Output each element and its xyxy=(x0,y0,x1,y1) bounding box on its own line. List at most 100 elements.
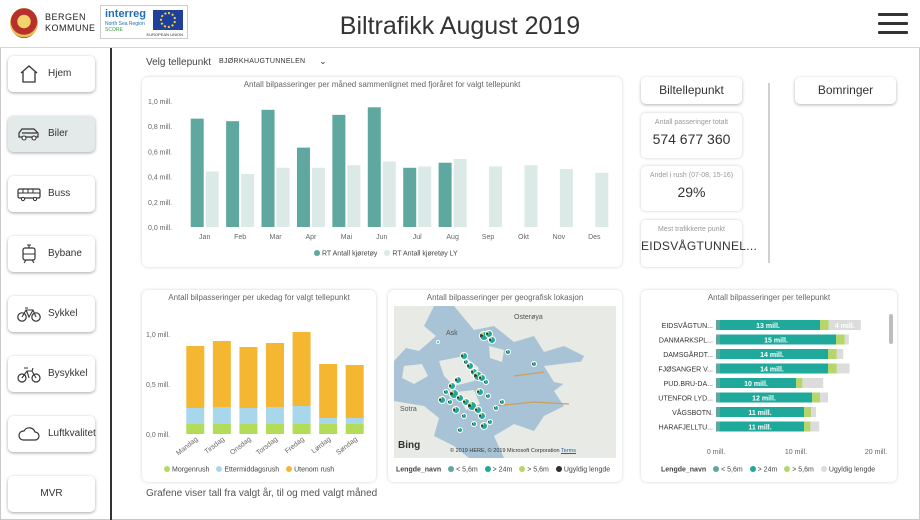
stack-segment xyxy=(266,343,284,407)
map-marker[interactable] xyxy=(493,405,499,411)
eu-flag-icon xyxy=(153,10,183,30)
tp-legend-label-0: < 5,6m xyxy=(721,466,743,474)
map-marker[interactable] xyxy=(488,336,496,344)
map-marker[interactable] xyxy=(478,374,486,382)
map-legend-title: Lengde_navn xyxy=(396,466,442,474)
nav-button-luftkvalitet[interactable]: Luftkvalitet xyxy=(8,416,96,452)
kpi-separator xyxy=(768,83,770,263)
stack-segment xyxy=(239,424,258,434)
map-marker[interactable] xyxy=(447,399,453,405)
map-title: Antall bilpasseringer per geografisk lok… xyxy=(426,293,584,302)
map-marker[interactable] xyxy=(443,389,449,395)
x-tick-label: Lørdag xyxy=(311,436,333,455)
bar-segment xyxy=(719,407,804,417)
bar-last-year xyxy=(241,174,255,227)
biltellepunkt-button[interactable]: Biltellepunkt xyxy=(641,77,742,104)
nav-label: Sykkel xyxy=(48,308,78,319)
weekday-chart-legend: Morgenrush Ettermiddagsrush Utenom rush xyxy=(164,466,334,473)
map-marker[interactable] xyxy=(531,361,537,367)
map-marker[interactable] xyxy=(476,388,484,396)
nav-button-biler[interactable]: Biler xyxy=(8,116,95,152)
data-label: 10 mill. xyxy=(744,381,768,388)
map-marker[interactable] xyxy=(487,419,493,425)
bing-logo: Bing xyxy=(398,440,420,451)
map-attribution: © 2019 HERE, © 2019 Microsoft Corporatio… xyxy=(450,448,576,454)
bar-current xyxy=(296,147,310,227)
footer-note: Grafene viser tall fra valgt år, til og … xyxy=(146,488,378,499)
stack-segment xyxy=(319,424,338,434)
cloud-icon xyxy=(18,427,40,441)
monthly-chart-legend: RT Antall kjøretøy RT Antall kjøretøy LY xyxy=(309,250,458,257)
map-marker[interactable] xyxy=(499,399,505,405)
bar-segment xyxy=(811,407,816,417)
bar-segment xyxy=(716,349,720,359)
bar-segment xyxy=(796,378,803,388)
legend-label-last-year: RT Antall kjøretøy LY xyxy=(392,250,458,258)
bomringer-button[interactable]: Bomringer xyxy=(795,77,896,104)
map-label-sotra: Sotra xyxy=(400,406,417,413)
chart-scrollbar[interactable] xyxy=(889,314,893,344)
category-label: UTENFOR LYD... xyxy=(658,396,713,403)
tp-legend-dot-1 xyxy=(749,466,756,472)
stack-segment xyxy=(292,332,311,406)
bar-current xyxy=(226,121,240,227)
map-marker[interactable] xyxy=(454,376,462,384)
nav-button-buss[interactable]: Buss xyxy=(8,176,95,212)
top-point-label: Mest trafikkerte punkt xyxy=(658,226,725,233)
bar-segment xyxy=(719,334,836,345)
nav-button-bysykkel[interactable]: Bysykkel xyxy=(8,356,95,392)
monthly-chart-title: Antall bilpasseringer per måned sammenli… xyxy=(243,80,521,89)
category-label: VÅGSBOTN. xyxy=(672,408,713,417)
x-tick-label: Aug xyxy=(446,234,459,241)
map-marker[interactable] xyxy=(478,412,486,420)
tellepunkt-chart-legend: Lengde_navn < 5,6m > 24m > 5,6m Ugyldig … xyxy=(661,466,875,473)
bar-segment xyxy=(716,378,720,388)
weekday-chart-title: Antall bilpasseringer per ukedag for val… xyxy=(168,293,350,302)
map-marker[interactable] xyxy=(457,427,463,433)
interreg-title: interreg xyxy=(105,8,146,20)
location-map[interactable]: Osterøya Ask Sotra Bing © 2019 HERE, © 2… xyxy=(394,306,616,458)
map-legend-label-2: > 5,6m xyxy=(527,466,549,474)
x-tick-label: Jul xyxy=(413,234,422,241)
chevron-down-icon: ⌄ xyxy=(319,56,327,66)
bar-segment xyxy=(812,392,820,403)
data-label: 11 mill. xyxy=(748,410,771,417)
nav-button-mvr[interactable]: MVR xyxy=(8,476,95,512)
weekday-chart: 1,0 mill. 0,5 mill. 0,0 mill. Mandag Tirsdag… xyxy=(146,332,364,457)
bar-last-year xyxy=(524,165,538,227)
map-marker[interactable] xyxy=(461,413,467,419)
tellepunkt-dropdown[interactable]: BJØRKHAUGTUNNELEN ⌄ xyxy=(219,56,329,72)
map-marker[interactable] xyxy=(483,379,489,385)
x-tick-label: Apr xyxy=(306,234,318,241)
x-tick-label: Mai xyxy=(341,234,353,241)
nav-label: MVR xyxy=(40,488,63,499)
category-label: EIDSVÅGTUN... xyxy=(662,321,713,330)
map-marker[interactable] xyxy=(480,422,488,430)
map-legend-dot-1 xyxy=(484,466,491,472)
tp-legend-label-1: > 24m xyxy=(757,466,778,474)
nav-button-sykkel[interactable]: Sykkel xyxy=(8,296,95,332)
nav-button-bybane[interactable]: Bybane xyxy=(8,236,95,272)
category-label: DAMSGÅRDT... xyxy=(663,350,713,359)
data-label: 13 mill. xyxy=(756,323,780,330)
map-marker[interactable] xyxy=(471,421,477,427)
stack-segment xyxy=(186,346,205,408)
bar-segment xyxy=(820,320,829,330)
nav-button-hjem[interactable]: Hjem xyxy=(8,56,95,92)
map-marker[interactable] xyxy=(485,393,491,399)
legend-label-morning: Morgenrush xyxy=(172,466,210,474)
map-marker[interactable] xyxy=(452,406,460,414)
bicycle-icon xyxy=(17,307,41,322)
total-passages-label: Antall passeringer totalt xyxy=(654,119,729,126)
map-marker[interactable] xyxy=(438,396,446,404)
map-marker[interactable] xyxy=(505,349,511,355)
bar-segment xyxy=(828,320,861,330)
tellepunkt-chart-card: Antall bilpasseringer per tellepunkt EID… xyxy=(641,290,897,482)
top-point-value: EIDSVÅGTUNNEL... xyxy=(641,239,758,253)
map-terms-link[interactable]: Terms xyxy=(561,448,577,454)
map-marker[interactable] xyxy=(436,340,440,344)
data-label: 4 mill. xyxy=(835,323,855,330)
total-passages-card: Antall passeringer totalt 574 677 360 xyxy=(641,113,742,158)
stack-segment xyxy=(266,407,284,424)
hamburger-menu-icon[interactable] xyxy=(878,13,908,35)
